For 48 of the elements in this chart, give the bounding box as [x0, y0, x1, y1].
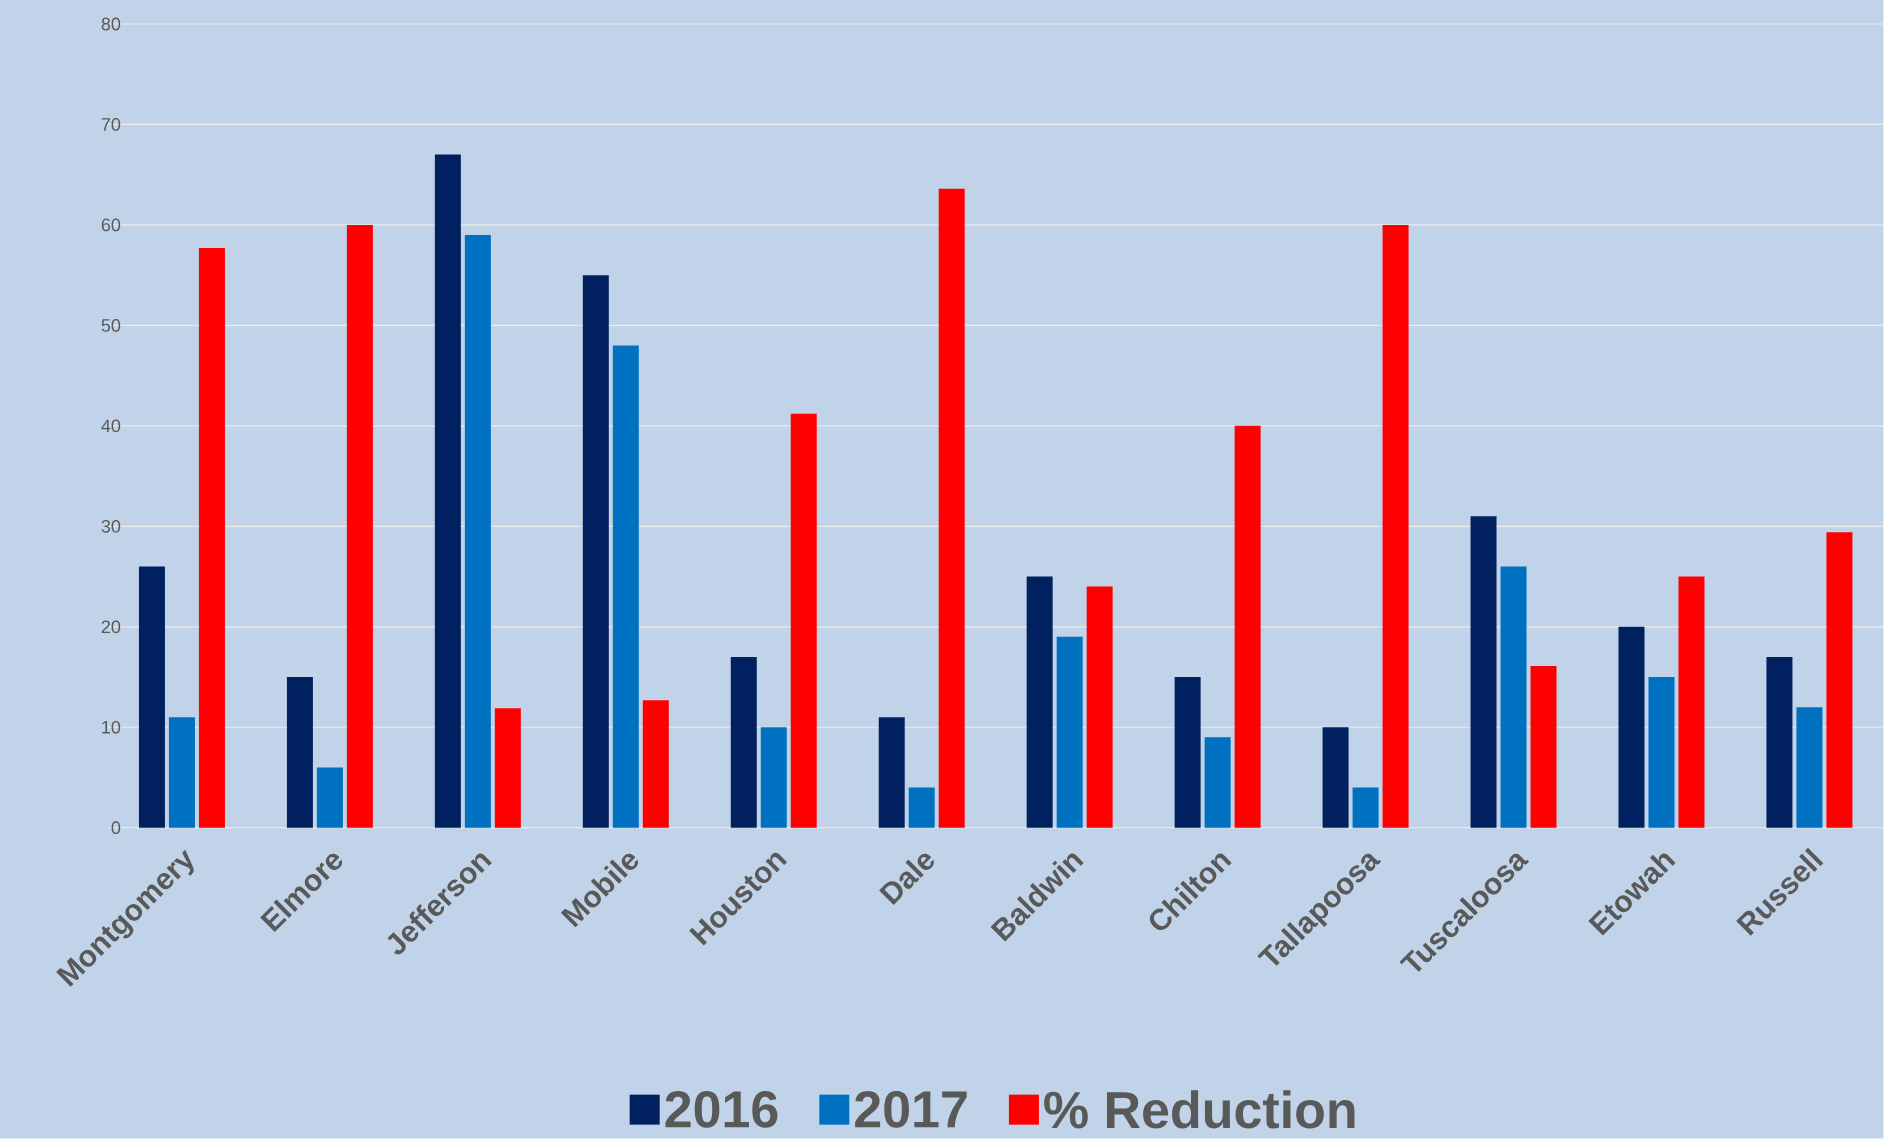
- bar: [1352, 787, 1379, 828]
- bar: [1678, 576, 1705, 828]
- bar: [494, 708, 521, 828]
- bar: [434, 154, 461, 828]
- bar: [316, 767, 343, 828]
- y-tick-label: 20: [101, 620, 121, 634]
- y-tick-label: 70: [101, 118, 121, 131]
- bar: [1530, 665, 1557, 828]
- y-tick-label: 60: [101, 218, 121, 232]
- bar: [1470, 516, 1497, 828]
- bar: [346, 224, 373, 828]
- bar: [878, 717, 905, 828]
- bar: [1204, 737, 1231, 828]
- y-tick-label: 30: [101, 519, 121, 533]
- bar: [938, 188, 965, 828]
- bar: [1648, 677, 1675, 828]
- bar: [168, 717, 195, 828]
- bar: [1618, 626, 1645, 828]
- bar: [760, 727, 787, 828]
- bar: [1766, 656, 1793, 828]
- legend-label: 2016: [665, 1091, 778, 1128]
- bar: [286, 677, 313, 828]
- bar: [198, 248, 225, 828]
- y-tick-label: 50: [101, 319, 121, 332]
- bar: [1056, 636, 1083, 828]
- bar: [1174, 677, 1201, 828]
- bar: [790, 413, 817, 828]
- y-tick-label: 0: [111, 821, 121, 835]
- bar: [1026, 576, 1053, 828]
- legend-label: 2017: [855, 1091, 967, 1128]
- bar: [464, 234, 491, 828]
- bar: [1826, 532, 1853, 828]
- y-tick-label: 10: [102, 720, 121, 734]
- bar: [612, 345, 639, 828]
- bar: [138, 566, 165, 828]
- bar: [908, 787, 935, 828]
- bar: [1382, 224, 1409, 828]
- bar: [1086, 586, 1113, 828]
- y-tick-label: 80: [101, 17, 121, 31]
- bar: [730, 656, 757, 828]
- bar: [582, 275, 609, 828]
- bar: [1234, 425, 1261, 828]
- bar: [1796, 707, 1823, 828]
- y-tick-label: 40: [101, 419, 121, 433]
- bar: [1500, 566, 1527, 828]
- bar: [642, 700, 669, 828]
- legend-label: % Reduction: [1044, 1090, 1355, 1129]
- bar: [1322, 727, 1349, 828]
